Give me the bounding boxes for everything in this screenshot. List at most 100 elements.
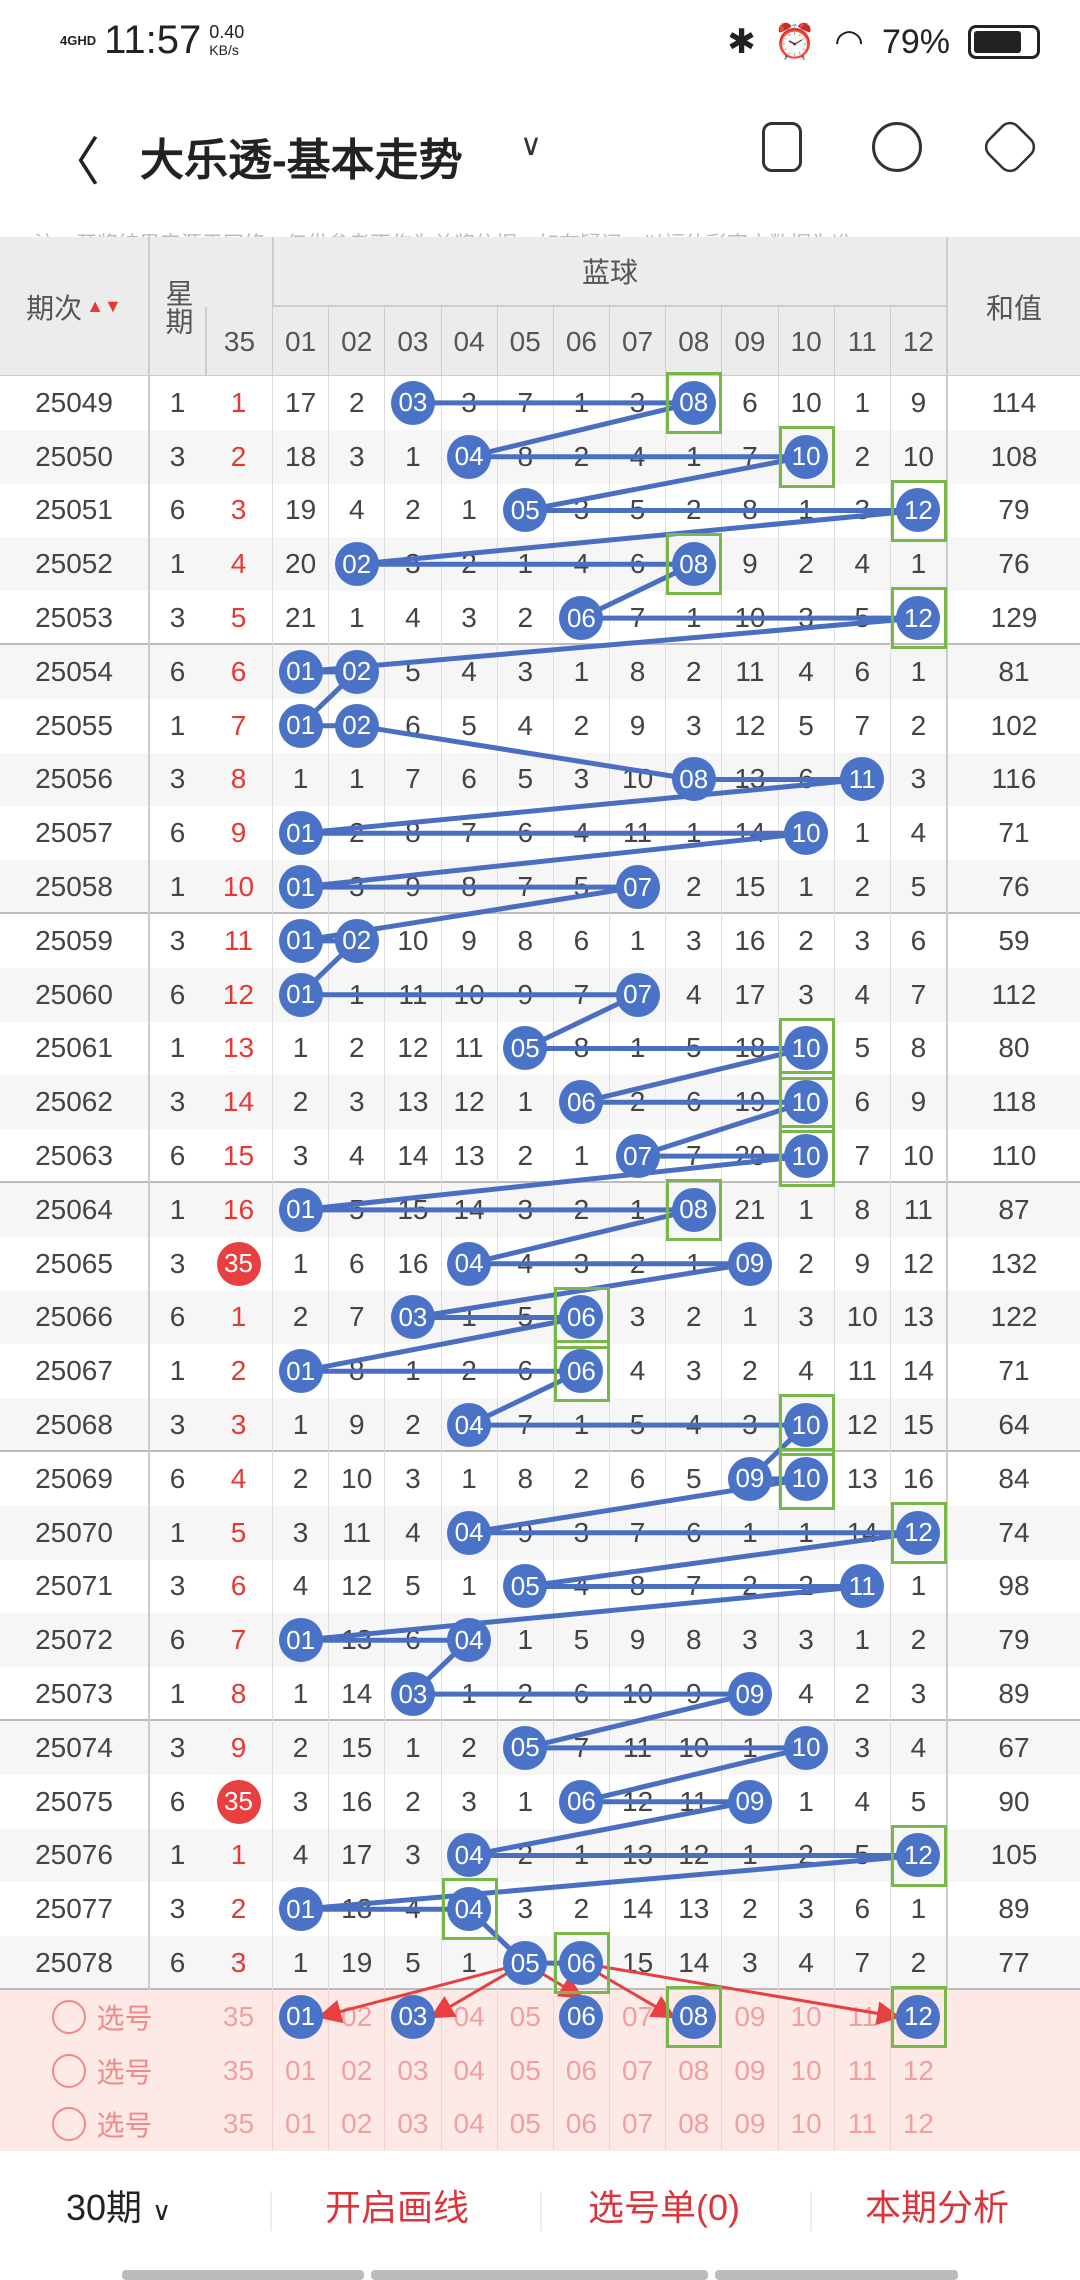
back-icon[interactable]: 〈 bbox=[48, 134, 101, 192]
device-icon[interactable] bbox=[762, 122, 802, 172]
pick-cell[interactable]: 04 bbox=[440, 2097, 497, 2152]
blue-cell: 02 bbox=[328, 698, 384, 753]
pick-cell[interactable]: 01 bbox=[272, 2097, 328, 2152]
blue-cell: 11 bbox=[721, 645, 777, 699]
period-count-select[interactable]: 30期 ∨ bbox=[66, 2179, 171, 2231]
pick-cell[interactable]: 06 bbox=[552, 2097, 609, 2152]
red-cell: 2 bbox=[230, 1355, 247, 1387]
chevron-down-icon[interactable]: ∨ bbox=[520, 129, 542, 162]
pick-cell[interactable]: 05 bbox=[496, 2043, 553, 2098]
pick-cell[interactable]: 08 bbox=[665, 1986, 723, 2048]
pick-ball[interactable]: 08 bbox=[671, 1994, 716, 2039]
pick-cell[interactable]: 03 bbox=[384, 2097, 440, 2152]
blue-cell: 1 bbox=[721, 1828, 777, 1883]
pick-cell[interactable]: 01 bbox=[272, 1990, 328, 2044]
blue-cell: 2 bbox=[552, 1882, 609, 1937]
pick-select[interactable]: 选号 bbox=[0, 2044, 205, 2098]
blue-cell: 1 bbox=[272, 1398, 328, 1452]
pick-cell[interactable]: 02 bbox=[328, 2097, 384, 2152]
blue-cell: 3 bbox=[328, 1075, 384, 1130]
header-period[interactable]: 期次 ▲▼ bbox=[0, 237, 148, 376]
pick-cell[interactable]: 02 bbox=[328, 2043, 384, 2098]
pick-red-cell[interactable]: 35 bbox=[222, 2054, 255, 2086]
analysis-button[interactable]: 本期分析 bbox=[865, 2187, 1010, 2228]
pick-cell[interactable]: 07 bbox=[609, 1990, 665, 2044]
radio-circle-icon[interactable] bbox=[52, 2107, 87, 2142]
blue-cell: 02 bbox=[328, 914, 384, 968]
blue-cell: 4 bbox=[777, 645, 834, 699]
pick-cell[interactable]: 08 bbox=[665, 2097, 721, 2152]
pick-cell[interactable]: 12 bbox=[889, 2097, 946, 2152]
pick-cell[interactable]: 07 bbox=[609, 2043, 665, 2098]
pick-list-button[interactable]: 选号单(0) bbox=[588, 2187, 740, 2228]
blue-cell: 10 bbox=[328, 1452, 384, 1506]
blue-cell: 12 bbox=[889, 587, 947, 650]
pick-cell[interactable]: 11 bbox=[833, 2043, 890, 2098]
pick-cell[interactable]: 10 bbox=[777, 1990, 834, 2044]
blue-cell: 06 bbox=[552, 591, 609, 645]
pick-cell[interactable]: 09 bbox=[721, 2043, 777, 2098]
pick-cell[interactable]: 07 bbox=[609, 2097, 665, 2152]
settings-icon[interactable] bbox=[979, 116, 1041, 178]
blue-cell: 14 bbox=[328, 1667, 384, 1721]
pick-cell[interactable]: 02 bbox=[328, 1990, 384, 2044]
blue-cell: 3 bbox=[328, 429, 384, 484]
pick-cell[interactable]: 12 bbox=[889, 2043, 946, 2098]
pick-cell[interactable]: 08 bbox=[665, 2043, 721, 2098]
blue-ball: 05 bbox=[503, 1564, 548, 1609]
pick-cell[interactable]: 11 bbox=[833, 2097, 890, 2152]
pick-cell[interactable]: 10 bbox=[777, 2043, 834, 2098]
blue-cell: 2 bbox=[889, 1613, 946, 1668]
sort-icon[interactable]: ▲▼ bbox=[86, 296, 122, 316]
scrollbar[interactable] bbox=[371, 2270, 708, 2280]
pick-cell[interactable]: 04 bbox=[440, 1990, 497, 2044]
pick-red-cell[interactable]: 35 bbox=[222, 2108, 255, 2140]
pick-ball[interactable]: 03 bbox=[390, 1994, 435, 2039]
pick-ball[interactable]: 06 bbox=[559, 1994, 604, 2039]
radio-circle-icon[interactable] bbox=[52, 2053, 87, 2088]
blue-cell: 06 bbox=[552, 1774, 609, 1829]
page-title[interactable]: 大乐透-基本走势 bbox=[140, 136, 463, 185]
blue-cell: 04 bbox=[440, 1236, 497, 1291]
radio-circle-icon[interactable] bbox=[52, 1999, 87, 2034]
pick-cell[interactable]: 04 bbox=[440, 2043, 497, 2098]
pick-select[interactable]: 选号 bbox=[0, 1990, 205, 2044]
blue-ball: 03 bbox=[390, 380, 435, 425]
scrollbar[interactable] bbox=[715, 2270, 958, 2280]
pick-cell[interactable]: 10 bbox=[777, 2097, 834, 2152]
draw-lines-button[interactable]: 开启画线 bbox=[325, 2187, 470, 2228]
blue-cell: 4 bbox=[552, 1559, 609, 1614]
pick-cell[interactable]: 05 bbox=[496, 2097, 553, 2152]
period-cell: 25063 bbox=[35, 1140, 113, 1172]
pick-cell[interactable]: 09 bbox=[721, 1990, 777, 2044]
pick-cell[interactable]: 01 bbox=[272, 2043, 328, 2098]
pick-cell[interactable]: 12 bbox=[889, 1986, 947, 2048]
blue-ball: 07 bbox=[615, 972, 660, 1017]
pick-cell[interactable]: 03 bbox=[384, 2043, 440, 2098]
pick-select[interactable]: 选号 bbox=[0, 2098, 205, 2152]
pick-ball[interactable]: 01 bbox=[278, 1994, 323, 2039]
blue-cell: 2 bbox=[328, 376, 384, 430]
chevron-down-icon: ∨ bbox=[152, 2196, 172, 2226]
pick-cell[interactable]: 11 bbox=[833, 1990, 890, 2044]
pick-cell[interactable]: 05 bbox=[496, 1990, 553, 2044]
blue-cell: 10 bbox=[777, 376, 834, 430]
period-cell: 25073 bbox=[35, 1678, 113, 1710]
share-icon[interactable] bbox=[872, 122, 922, 172]
scrollbar[interactable] bbox=[122, 2270, 364, 2280]
table-row: 25072 6 7 01 13 6 04 1 5 9 8 3 3 1 2 79 bbox=[0, 1613, 1080, 1668]
pick-cell[interactable]: 03 bbox=[384, 1990, 440, 2044]
blue-cell: 2 bbox=[833, 1667, 890, 1721]
pick-cell[interactable]: 09 bbox=[721, 2097, 777, 2152]
blue-cell: 2 bbox=[721, 1882, 777, 1937]
pick-ball[interactable]: 12 bbox=[896, 1994, 941, 2039]
pick-cell[interactable]: 06 bbox=[552, 1990, 609, 2044]
period-cell: 25065 bbox=[35, 1247, 113, 1279]
pick-red-cell[interactable]: 35 bbox=[222, 2000, 255, 2032]
pick-cell[interactable]: 06 bbox=[552, 2043, 609, 2098]
blue-cell: 2 bbox=[496, 1828, 553, 1883]
week-cell: 1 bbox=[148, 1828, 205, 1883]
blue-cell: 2 bbox=[272, 1721, 328, 1775]
sum-cell: 129 bbox=[946, 591, 1080, 645]
status-bar: 4GHD 11:57 0.40 KB/s ✱ ⏰ ◠ 79% bbox=[0, 0, 1080, 90]
